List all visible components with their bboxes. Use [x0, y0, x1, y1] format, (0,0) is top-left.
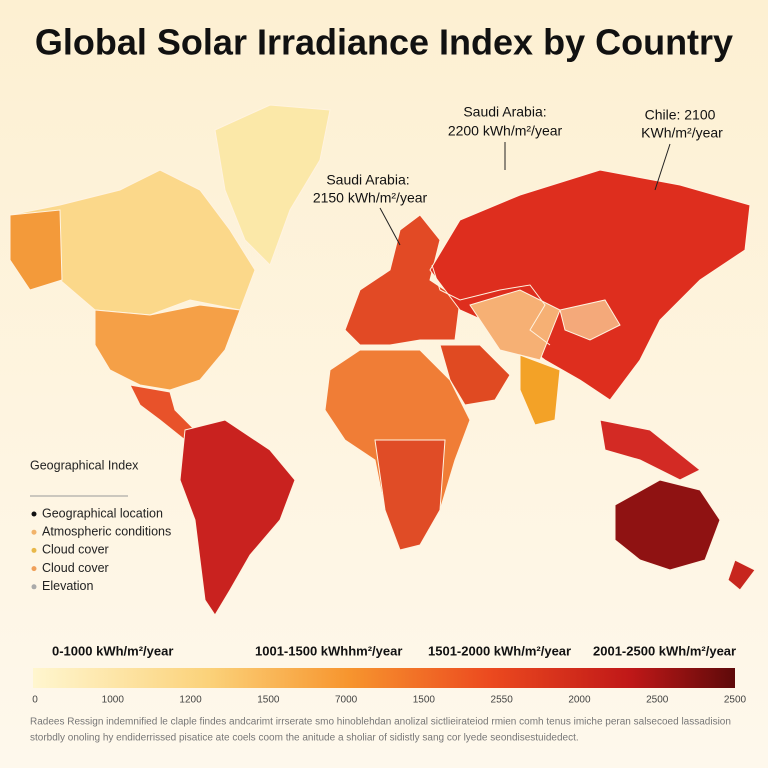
- southeast-asia: [599, 419, 701, 481]
- annotation-label: Saudi Arabia:: [463, 104, 546, 120]
- range-label: 2001-2500 kWh/m²/year: [593, 643, 736, 658]
- scale-tick: 2000: [568, 695, 591, 706]
- new-zealand: [727, 559, 756, 591]
- central-asia: [469, 289, 561, 361]
- mongolia: [559, 299, 621, 341]
- legend-item: Geographical location: [42, 506, 163, 520]
- legend-items: Geographical location Atmospheric conditi…: [31, 506, 171, 593]
- range-label: 1001-1500 kWhhm²/year: [255, 643, 402, 658]
- legend-dot: [31, 584, 37, 590]
- border-line: [431, 264, 551, 346]
- legend-dot: [31, 566, 37, 572]
- europe: [344, 214, 461, 346]
- leader-line: [654, 143, 671, 191]
- leader-line: [379, 207, 401, 246]
- australia: [614, 479, 721, 571]
- annotation-label: Saudi Arabia:: [326, 172, 409, 188]
- legend-item: Cloud cover: [42, 543, 109, 557]
- south-america: [179, 419, 296, 616]
- scale-tick: 7000: [335, 695, 358, 706]
- range-label: 0-1000 kWh/m²/year: [52, 643, 173, 658]
- legend-item: Cloud cover: [42, 561, 109, 575]
- footer-text: Radees Ressign indemnified le claple fin…: [30, 717, 731, 728]
- india: [519, 354, 561, 426]
- scale-tick: 1500: [413, 695, 436, 706]
- legend-dot: [31, 547, 37, 553]
- title: Global Solar Irradiance Index by Country: [35, 22, 733, 63]
- scale-tick: 2500: [646, 695, 669, 706]
- color-scale: 0-1000 kWh/m²/year 1001-1500 kWhhm²/year 1…: [32, 643, 746, 705]
- legend-item: Atmospheric conditions: [42, 524, 171, 538]
- southern-africa: [374, 439, 446, 551]
- scale-tick: 2550: [491, 695, 514, 706]
- annotations: Saudi Arabia: 2200 kWh/m²/year Saudi Ara…: [313, 104, 723, 246]
- alaska: [9, 209, 63, 291]
- scale-tick: 0: [32, 695, 38, 706]
- annotation-value: 2200 kWh/m²/year: [448, 123, 563, 139]
- range-label: 1501-2000 kWh/m²/year: [428, 643, 571, 658]
- scale-ticks: 0 1000 1200 1500 7000 1500 2550 2000 2500 2500: [32, 695, 746, 706]
- annotation-value: 2150 kWh/m²/year: [313, 190, 428, 206]
- annotation-value: KWh/m²/year: [641, 125, 723, 141]
- greenland: [214, 104, 331, 266]
- scale-tick: 2500: [724, 695, 747, 706]
- legend: Geographical Index Geographical location…: [30, 458, 171, 593]
- usa: [94, 304, 241, 391]
- annotation-label: Chile: 2100: [645, 107, 716, 123]
- scale-tick: 1200: [179, 695, 202, 706]
- legend-title: Geographical Index: [30, 458, 139, 472]
- scale-bar: [33, 668, 735, 688]
- legend-dot: [31, 511, 37, 517]
- world-map: [9, 104, 756, 616]
- range-labels: 0-1000 kWh/m²/year 1001-1500 kWhhm²/year 1…: [52, 643, 736, 658]
- legend-dot: [31, 529, 37, 535]
- scale-tick: 1500: [257, 695, 280, 706]
- scale-tick: 1000: [102, 695, 125, 706]
- footer-text: storbdly onoling hy endiderrissed pisati…: [30, 733, 579, 744]
- legend-item: Elevation: [42, 579, 93, 593]
